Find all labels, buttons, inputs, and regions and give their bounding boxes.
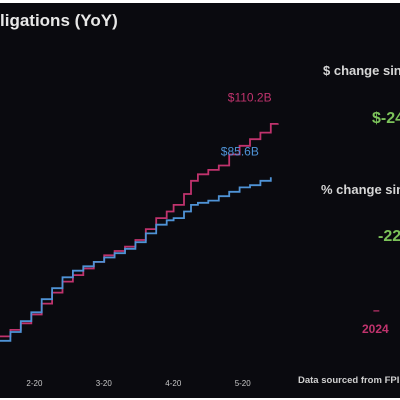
pct-change-label: % change sin	[321, 182, 400, 197]
year-dash: –	[373, 303, 380, 317]
series-line-1	[0, 177, 272, 342]
series-end-label-1: $85.6B	[221, 144, 259, 158]
x-tick-label: 5-20	[235, 379, 252, 388]
end-labels-layer: $110.2B $85.6B	[221, 90, 272, 158]
x-tick-label: 2-20	[26, 379, 43, 388]
dollar-change-label: $ change sin	[323, 63, 400, 78]
dollar-change-value: $-24	[372, 110, 400, 127]
chart-title: ligations (YoY)	[0, 11, 118, 30]
chart-panel: ligations (YoY) $110.2B $85.6B 2-20 3-20 4-…	[0, 3, 400, 398]
data-source-note: Data sourced from FPI	[298, 375, 400, 386]
x-tick-label: 4-20	[165, 379, 182, 388]
pct-change-value: -22	[378, 228, 400, 245]
x-axis-ticks: 2-20 3-20 4-20 5-20	[26, 379, 251, 388]
line-chart: $110.2B $85.6B 2-20 3-20 4-20 5-20	[0, 90, 279, 388]
series-end-label-0: $110.2B	[228, 90, 272, 104]
year-label-2024: 2024	[362, 322, 389, 336]
x-tick-label: 3-20	[96, 379, 113, 388]
series-layer	[0, 123, 279, 342]
